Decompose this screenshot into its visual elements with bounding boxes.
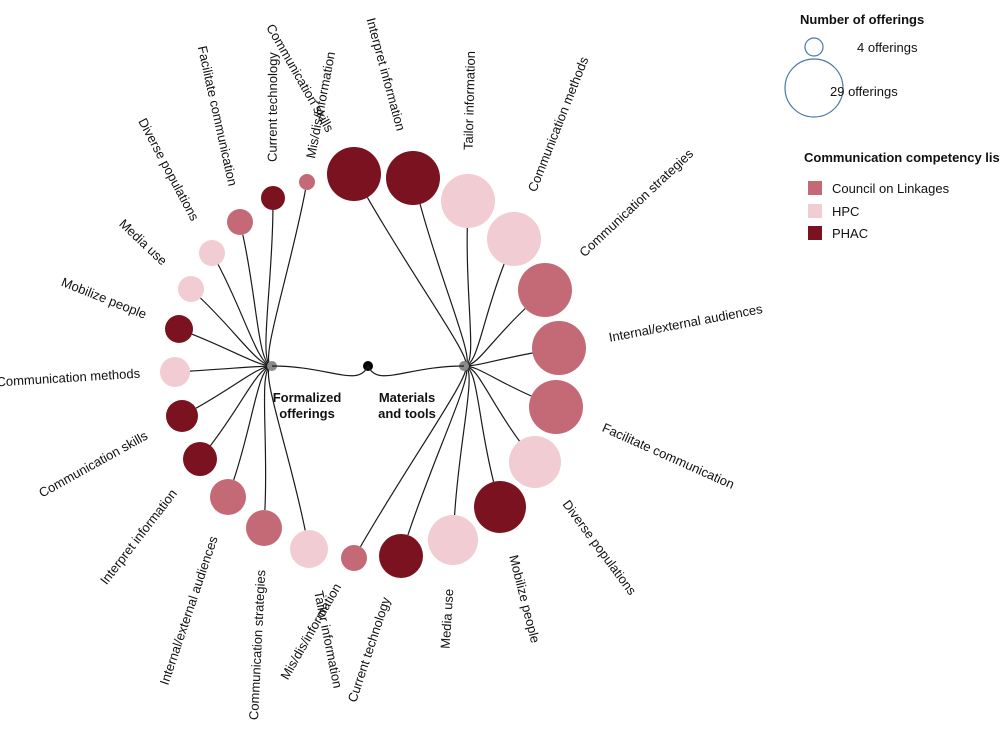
size-legend: Number of offerings 4 offerings 29 offer…	[784, 12, 924, 118]
link-left-mis-dis-information	[268, 189, 307, 367]
size-legend-large-circle	[784, 58, 844, 118]
bubble-left-mis-dis-information	[299, 174, 315, 190]
label-right-tailor-information: Tailor information	[461, 51, 478, 150]
size-legend-small-label: 4 offerings	[857, 40, 918, 55]
right-group-label-line2: and tools	[378, 406, 436, 421]
label-right-media-use: Media use	[438, 588, 457, 649]
left-group-label-line1: Formalized	[273, 390, 342, 405]
label-left-communication-skills: Communication skills	[36, 428, 150, 501]
bubble-left-media-use	[178, 276, 204, 302]
label-left-communication-methods: Communication methods	[0, 366, 141, 390]
bubble-right-internal-external-audiences	[532, 321, 586, 375]
link-left-current-technology	[265, 209, 274, 367]
label-right-current-technology: Current technology	[345, 595, 394, 704]
color-legend-label-phac: PHAC	[832, 226, 868, 241]
bubble-left-interpret-information	[183, 442, 217, 476]
bubble-right-mobilize-people	[474, 481, 526, 533]
link-left-communication-strategies	[263, 365, 273, 511]
root-link-left	[271, 365, 369, 377]
bubble-right-communication-methods	[487, 212, 541, 266]
link-left-interpret-information	[209, 365, 273, 446]
bubble-left-communication-skills	[166, 400, 198, 432]
link-left-media-use	[199, 297, 273, 367]
bubble-left-diverse-populations	[199, 240, 225, 266]
bubble-left-current-technology	[261, 186, 285, 210]
link-right-diverse-populations	[463, 365, 520, 442]
color-legend-swatch-hpc	[808, 204, 822, 218]
bubble-left-communication-methods	[160, 357, 190, 387]
color-legend-title: Communication competency list	[804, 150, 1000, 165]
left-group-label-line2: offerings	[279, 406, 335, 421]
label-left-current-technology: Current technology	[265, 52, 281, 162]
label-right-communication-strategies: Communication strategies	[576, 146, 696, 260]
bubble-right-tailor-information	[441, 174, 495, 228]
bubble-right-mis-dis-information	[341, 545, 367, 571]
link-right-mobilize-people	[463, 365, 495, 482]
bubble-right-communication-strategies	[518, 263, 572, 317]
label-left-mobilize-people: Mobilize people	[59, 274, 148, 321]
label-left-facilitate-communication: Facilitate communication	[195, 44, 241, 187]
label-left-media-use: Media use	[116, 216, 170, 268]
bubble-right-diverse-populations	[509, 436, 561, 488]
label-left-internal-external-audiences: Internal/external audiences	[157, 534, 221, 687]
bubble-right-media-use	[428, 515, 478, 565]
label-left-diverse-populations: Diverse populations	[135, 115, 202, 223]
label-left-communication-strategies: Communication strategies	[246, 569, 268, 720]
color-legend-label-council: Council on Linkages	[832, 181, 950, 196]
bubble-right-current-technology	[379, 534, 423, 578]
label-right-diverse-populations: Diverse populations	[560, 497, 640, 598]
right-group-label-line1: Materials	[379, 390, 435, 405]
label-left-interpret-information: Interpret information	[97, 486, 180, 587]
bubble-right-communication-skills	[327, 147, 381, 201]
nodes-layer	[160, 147, 586, 578]
bubble-left-tailor-information	[290, 530, 328, 568]
color-legend-swatch-council	[808, 181, 822, 195]
label-right-facilitate-communication: Facilitate communication	[600, 420, 737, 492]
bubble-left-mobilize-people	[165, 315, 193, 343]
color-legend-swatch-phac	[808, 226, 822, 240]
link-right-communication-skills	[366, 197, 467, 367]
color-legend: Communication competency list Council on…	[804, 150, 1000, 241]
bubble-left-communication-strategies	[246, 510, 282, 546]
link-left-facilitate-communication	[242, 234, 273, 367]
size-legend-small-circle	[804, 37, 824, 57]
link-left-diverse-populations	[217, 264, 273, 367]
label-right-mobilize-people: Mobilize people	[506, 553, 543, 644]
size-legend-large-label: 29 offerings	[830, 84, 898, 99]
link-left-communication-methods	[189, 365, 273, 372]
bubble-right-facilitate-communication	[529, 380, 583, 434]
label-right-interpret-information: Interpret information	[363, 16, 408, 132]
root-link-right	[367, 365, 465, 377]
label-right-communication-methods: Communication methods	[525, 54, 592, 194]
label-right-internal-external-audiences: Internal/external audiences	[608, 301, 765, 345]
bubble-right-interpret-information	[386, 151, 440, 205]
size-legend-title: Number of offerings	[800, 12, 924, 27]
bubble-left-facilitate-communication	[227, 209, 253, 235]
color-legend-label-hpc: HPC	[832, 204, 859, 219]
bubble-left-internal-external-audiences	[210, 479, 246, 515]
link-right-interpret-information	[419, 203, 468, 367]
